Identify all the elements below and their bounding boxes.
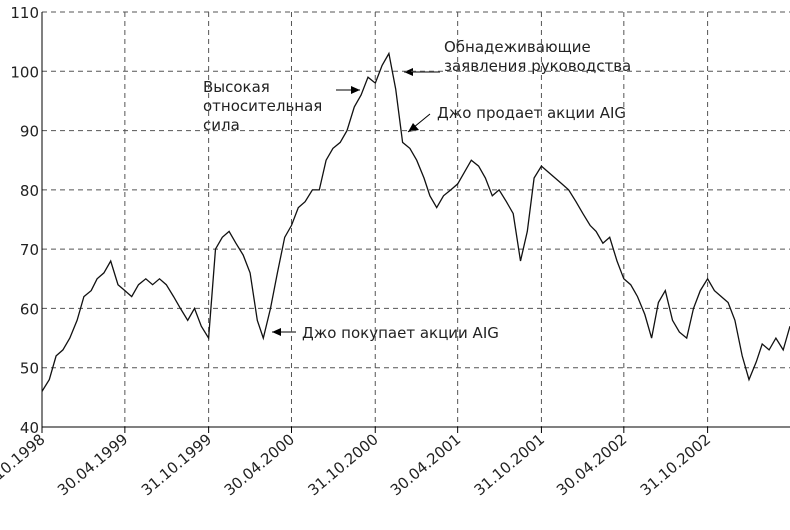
y-tick-label: 110 [10, 4, 39, 22]
y-tick-label: 70 [20, 241, 39, 259]
x-tick-label: 31.10.2001 [471, 430, 548, 499]
annotation: Джо покупает акции AIG [302, 324, 499, 342]
arrowhead [351, 86, 360, 94]
arrowhead [404, 68, 413, 76]
price-line [41, 51, 790, 392]
annotations: Обнадеживающие заявления руководства Высок… [203, 38, 631, 342]
annotation: Высокая относительная сила [203, 78, 322, 134]
x-tick-label: 30.04.2002 [553, 430, 630, 499]
arrowhead [272, 328, 281, 336]
y-tick-label: 60 [20, 300, 39, 318]
annotation: Джо продает акции AIG [437, 104, 626, 122]
x-tick-label: 30.04.2000 [221, 430, 298, 499]
x-tick-label: 31.10.1999 [138, 430, 215, 499]
x-tick-label: 31.10.2000 [304, 430, 381, 499]
arrowhead [408, 123, 419, 132]
y-tick-label: 90 [20, 123, 39, 141]
y-tick-label: 50 [20, 360, 39, 378]
x-tick-label: 30.04.2001 [387, 430, 464, 499]
y-tick-label: 80 [20, 182, 39, 200]
x-tick-label: 31.10.2002 [637, 430, 714, 499]
x-tick-label: 30.10.1998 [0, 430, 49, 499]
y-tick-label: 100 [10, 63, 39, 81]
annotation: Обнадеживающие заявления руководства [444, 38, 631, 75]
y-tick-label: 40 [20, 419, 39, 437]
x-tick-label: 30.04.1999 [54, 430, 131, 499]
